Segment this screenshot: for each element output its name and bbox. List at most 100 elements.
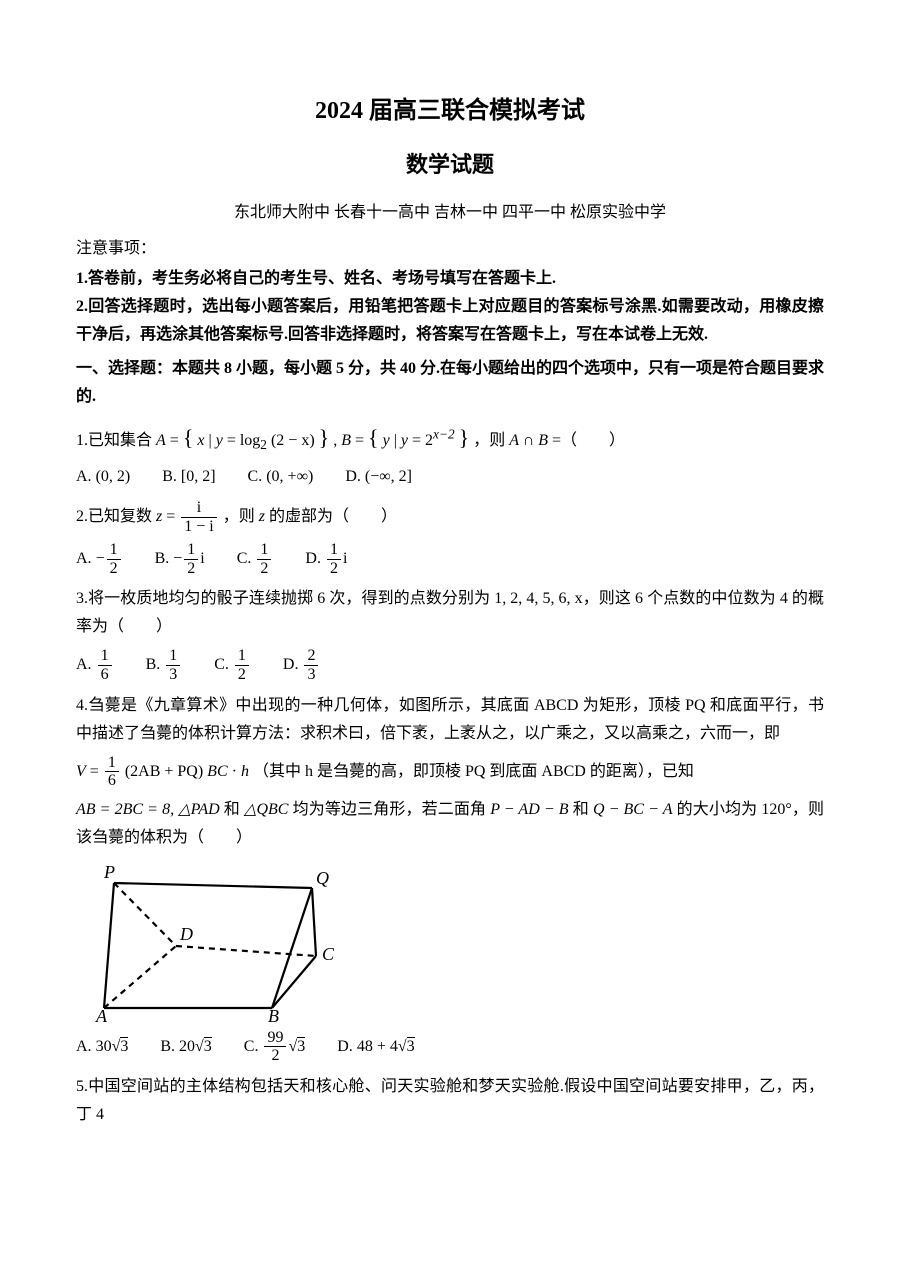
q1-Bbody-y2: y (401, 432, 408, 449)
q1-opt-A-val: (0, 2) (96, 468, 131, 485)
q1-opt-C: C. (0, +∞) (248, 463, 314, 491)
q1-log-arg: (2 − x) (271, 432, 315, 449)
q2-A-num: 1 (107, 541, 121, 559)
question-4: 4.刍薨是《九章算术》中出现的一种几何体，如图所示，其底面 ABCD 为矩形，顶… (76, 692, 824, 1065)
page-title-main: 2024 届高三联合模拟考试 (76, 90, 824, 132)
q1-Abody-x: x (197, 432, 204, 449)
q3-D-num: 2 (304, 647, 318, 665)
q1-opt-C-val: (0, +∞) (266, 468, 313, 485)
q2-opt-B: B. −12i (155, 541, 205, 577)
q4-p2b: △PAD (178, 801, 219, 818)
q2-C-den: 2 (257, 559, 271, 578)
q1-eq4: = (412, 432, 425, 449)
q4-label-A: A (95, 1006, 108, 1023)
q1-log-sub: 2 (260, 437, 267, 452)
q1-log: log (240, 432, 260, 449)
q4-p2c: 和 (224, 801, 244, 818)
q4-opt-D: D. 48 + 4√3 (337, 1033, 414, 1061)
q2-B-sign: − (173, 550, 182, 567)
question-1-text: 1.已知集合 A = { x | y = log2 (2 − x) } , B … (76, 419, 824, 458)
q4-A-coef: 30 (96, 1038, 112, 1055)
q4-C-rad: 3 (297, 1037, 305, 1055)
q3-opt-C: C. 12 (214, 647, 251, 683)
q4-C-sqrt: √ (288, 1038, 297, 1055)
q1-rbrace-A: } (319, 425, 330, 450)
q4-V: V (76, 762, 86, 779)
question-4-p2: AB = 2BC = 8, △PAD 和 △QBC 均为等边三角形，若二面角 P… (76, 796, 824, 852)
q4-dih1: P − AD − B (490, 801, 568, 818)
q2-prefix: 2.已知复数 (76, 508, 156, 525)
q2-opt-A: A. −12 (76, 541, 123, 577)
q2-z: z (156, 508, 162, 525)
q2-D-den: 2 (327, 559, 341, 578)
q1-opt-D: D. (−∞, 2] (345, 463, 412, 491)
q4-D-sqrt: √ (398, 1038, 407, 1055)
q3-opt-D: D. 23 (283, 647, 321, 683)
q1-base: 2 (425, 432, 433, 449)
q2-tail: 的虚部为（ ） (269, 508, 397, 525)
notice-line-1: 1.答卷前，考生务必将自己的考生号、姓名、考场号填写在答题卡上. (76, 265, 824, 293)
q1-opt-D-val: (−∞, 2] (365, 468, 412, 485)
school-list: 东北师大附中 长春十一高中 吉林一中 四平一中 松原实验中学 (76, 199, 824, 227)
q3-B-num: 1 (166, 647, 180, 665)
q4-B-sqrt: √ (195, 1038, 204, 1055)
q1-Bbody-y: y (383, 432, 390, 449)
question-2: 2.已知复数 z = i 1 − i ，则 z 的虚部为（ ） A. −12 B… (76, 499, 824, 577)
q2-num: i (181, 499, 216, 517)
q4-dot: · (232, 762, 237, 779)
question-5-text: 5.中国空间站的主体结构包括天和核心舱、问天实验舱和梦天实验舱.假设中国空间站要… (76, 1073, 824, 1129)
q2-A-den: 2 (107, 559, 121, 578)
question-2-text: 2.已知复数 z = i 1 − i ，则 z 的虚部为（ ） (76, 499, 824, 535)
q4-ftail: （其中 h 是刍薨的高，即顶棱 PQ 到底面 ABCD 的距离），已知 (253, 762, 694, 779)
q4-label-Q: Q (316, 868, 329, 888)
notice-heading: 注意事项： (76, 235, 824, 263)
q4-fden: 6 (105, 771, 119, 790)
q1-tail: ，则 (473, 432, 509, 449)
q1-prefix: 1.已知集合 (76, 432, 156, 449)
q4-label-B: B (268, 1006, 279, 1023)
q4-h: h (241, 762, 249, 779)
q1-lbrace-B: { (368, 425, 379, 450)
q3-A-den: 6 (98, 665, 112, 684)
q4-edges (104, 883, 316, 1008)
q1-eq1: = (170, 432, 183, 449)
q1-Abody-y: y (216, 432, 223, 449)
q4-paren: (2AB + PQ) (125, 762, 203, 779)
q3-D-den: 3 (304, 665, 318, 684)
q4-opt-C: C. 992√3 (244, 1029, 305, 1065)
q2-D-num: 1 (327, 541, 341, 559)
q4-diagram: P Q D C A B (76, 858, 366, 1023)
question-2-options: A. −12 B. −12i C. 12 D. 12i (76, 541, 824, 577)
question-1: 1.已知集合 A = { x | y = log2 (2 − x) } , B … (76, 419, 824, 492)
q1-tailend: =（ ） (552, 432, 625, 449)
q4-p2d: △QBC (244, 801, 288, 818)
q2-opt-D: D. 12i (305, 541, 347, 577)
q2-frac: i 1 − i (181, 499, 216, 535)
question-4-formula: V = 16 (2AB + PQ) BC · h （其中 h 是刍薨的高，即顶棱… (76, 754, 824, 790)
question-4-options: A. 30√3 B. 20√3 C. 992√3 D. 48 + 4√3 (76, 1029, 824, 1065)
q1-eq3: = (355, 432, 368, 449)
question-4-p1: 4.刍薨是《九章算术》中出现的一种几何体，如图所示，其底面 ABCD 为矩形，顶… (76, 692, 824, 748)
question-3-text: 3.将一枚质地均匀的骰子连续抛掷 6 次，得到的点数分别为 1, 2, 4, 5… (76, 585, 824, 641)
q2-eq: = (166, 508, 179, 525)
q4-label-C: C (322, 944, 335, 964)
q3-opt-A: A. 16 (76, 647, 114, 683)
q3-B-den: 3 (166, 665, 180, 684)
q4-label-D: D (179, 924, 193, 944)
q1-var-B: B (341, 432, 351, 449)
notice-line-2: 2.回答选择题时，选出每小题答案后，用铅笔把答题卡上对应题目的答案标号涂黑.如需… (76, 293, 824, 349)
q1-rbrace-B: } (459, 425, 470, 450)
q4-B-coef: 20 (179, 1038, 195, 1055)
q4-A-rad: 3 (120, 1037, 128, 1055)
q1-tailexpr: A ∩ B (509, 432, 548, 449)
q1-opt-B: B. [0, 2] (162, 463, 215, 491)
q2-B-den: 2 (184, 559, 198, 578)
question-1-options: A. (0, 2) B. [0, 2] C. (0, +∞) D. (−∞, 2… (76, 463, 824, 491)
q2-den: 1 − i (181, 517, 216, 536)
q3-A-num: 1 (98, 647, 112, 665)
q4-p2a: AB = 2BC = 8, (76, 801, 178, 818)
q2-D-suf: i (343, 550, 347, 567)
question-5: 5.中国空间站的主体结构包括天和核心舱、问天实验舱和梦天实验舱.假设中国空间站要… (76, 1073, 824, 1129)
q1-bar-B: | (394, 432, 401, 449)
q4-p2e: 均为等边三角形，若二面角 (293, 801, 491, 818)
